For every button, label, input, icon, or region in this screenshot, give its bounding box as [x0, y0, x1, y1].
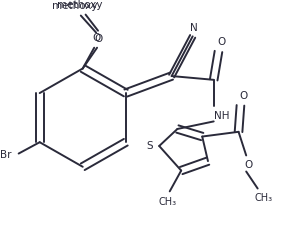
Text: O: O — [94, 34, 102, 44]
Text: O: O — [217, 37, 226, 47]
Text: methoxy: methoxy — [57, 0, 103, 10]
Text: S: S — [146, 141, 153, 151]
Text: N: N — [190, 23, 197, 33]
Text: CH₃: CH₃ — [254, 193, 272, 203]
Text: O: O — [239, 91, 247, 101]
Text: Br: Br — [1, 150, 12, 160]
Text: NH: NH — [213, 111, 229, 121]
Text: O: O — [92, 33, 100, 43]
Text: CH₃: CH₃ — [159, 197, 177, 207]
Text: methoxy: methoxy — [52, 1, 98, 11]
Text: O: O — [244, 160, 252, 170]
